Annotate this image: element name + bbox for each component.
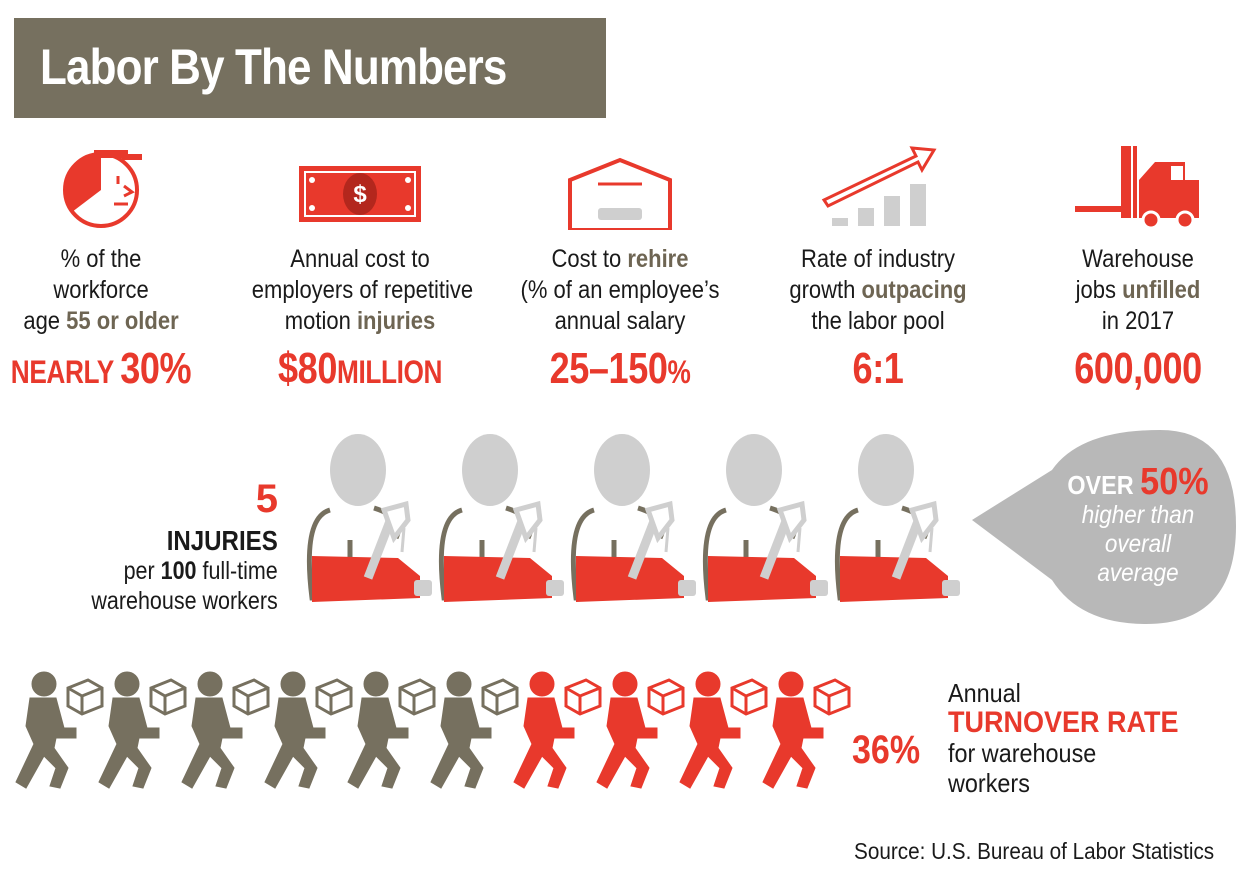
turnover-line: Annual [948,678,1021,708]
svg-text:$: $ [353,181,367,208]
stat-older-workforce: % of the workforce age 55 or older NEARL… [0,140,224,396]
injuries-number: 5 [255,477,278,521]
stat-value-number: 25–150 [549,344,668,393]
injuries-word: INJURIES [166,525,278,556]
stat-value-number: 80 [297,344,338,393]
stat-label-line: the labor pool [811,307,945,335]
bubble-percent: 50% [1140,461,1209,503]
callout-bubble [972,430,1236,624]
stat-label-line: Annual cost to [290,245,430,273]
injured-worker-figure [837,434,960,602]
stat-highlight: rehire [627,245,689,273]
carrier-worker-figure [346,670,436,790]
stat-value: $80MILLION [259,345,461,396]
stat-value-number: 6:1 [852,344,904,393]
stat-value: 6:1 [777,345,979,393]
stat-rehire-cost: Cost to rehire (% of an employee’s annua… [497,140,743,396]
stat-growth-rate: Rate of industry growth outpacing the la… [755,140,1001,393]
turnover-rate-label: TURNOVER RATE [948,706,1179,739]
growth-chart-icon [821,146,937,226]
source-note: Source: U.S. Bureau of Labor Statistics [853,838,1214,864]
carrier-worker-row [14,670,851,790]
stat-value-prefix: NEARLY [10,354,121,390]
stat-value-suffix: MILLION [337,354,442,390]
stat-label-text: motion [284,307,357,335]
carrier-worker-figure [595,670,685,790]
injuries-per-number: 100 [160,557,197,585]
stat-label-text: jobs [1075,276,1123,304]
dollar-bill-icon: $ [299,166,421,222]
stat-label-line: Warehouse [1082,245,1194,273]
carrier-worker-figure [761,670,851,790]
carrier-worker-figure [678,670,768,790]
bubble-line: average [1097,559,1179,587]
title-banner: Labor By The Numbers [14,18,606,118]
stat-value: 25–150% [519,345,721,396]
carrier-worker-figure [180,670,270,790]
injuries-caption: INJURIES per 100 full-time warehouse wor… [92,526,278,616]
injuries-text: per [123,557,161,585]
stat-value-prefix: $ [278,344,298,393]
carrier-worker-figure [263,670,353,790]
injured-worker-figure [705,434,828,602]
injured-worker-figure [309,434,432,602]
stat-highlight: injuries [356,307,436,335]
stat-value: NEARLY 30% [0,345,202,396]
stat-label-text: Cost to [551,245,628,273]
stat-label-line: workforce [53,276,149,304]
stat-highlight: unfilled [1122,276,1201,304]
turnover-line: for warehouse [948,738,1097,768]
bubble-over: OVER [1067,470,1141,500]
carrier-worker-figure [512,670,602,790]
stat-label-text: age [23,307,67,335]
stat-highlight: 55 or older [66,307,179,335]
page-title: Labor By The Numbers [40,39,507,95]
injuries-text: warehouse workers [91,587,278,615]
bubble-line: higher than [1081,501,1195,529]
stat-injury-cost: $ Annual cost to employers of repetitive… [237,140,483,396]
stat-label-text: growth [789,276,862,304]
stat-value: 600,000 [1037,345,1236,393]
stat-value-number: 600,000 [1074,344,1202,393]
injured-worker-figure [441,434,564,602]
stat-label-line: Rate of industry [800,245,956,273]
stat-highlight: outpacing [861,276,967,304]
bubble-text: OVER 50% higher than overall average [1059,463,1217,588]
stat-value-suffix: % [667,354,691,390]
injured-worker-figure [573,434,696,602]
carrier-worker-figure [429,670,519,790]
turnover-line: workers [948,768,1030,798]
turnover-percent: 36% [852,728,921,772]
stat-label-line: % of the [60,245,142,273]
carrier-worker-figure [97,670,187,790]
stat-label-line: annual salary [554,307,686,335]
forklift-icon [1075,146,1199,230]
envelope-icon [568,157,672,230]
stat-label-line: employers of repetitive [251,276,474,304]
turnover-caption: Annual TURNOVER RATE for warehouse worke… [948,678,1179,798]
stat-value-suffix: % [159,344,192,393]
stat-label-line: (% of an employee’s [520,276,720,304]
bubble-line: overall [1104,530,1172,558]
injured-worker-row [309,434,960,602]
stat-unfilled-jobs: Warehouse jobs unfilled in 2017 600,000 [1015,140,1236,393]
stat-value-number: 30 [120,344,160,393]
stat-label-line: in 2017 [1101,307,1175,335]
injuries-text: full-time [196,557,278,585]
worker-face-icon [63,150,142,228]
carrier-worker-figure [14,670,104,790]
